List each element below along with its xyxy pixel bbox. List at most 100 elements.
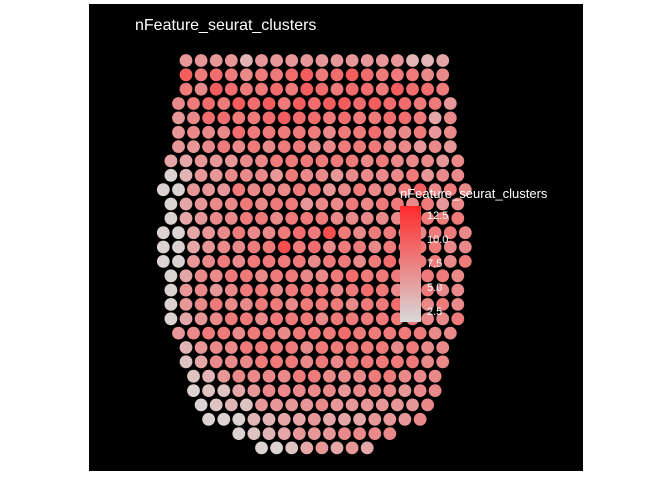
- spot-point: [391, 398, 404, 412]
- spot-point: [368, 111, 382, 125]
- spot-point: [285, 82, 299, 96]
- spot-point: [270, 68, 283, 82]
- spot-point: [224, 269, 238, 283]
- spot-point: [406, 398, 419, 412]
- spot-point: [360, 283, 374, 297]
- spot-point: [330, 68, 344, 82]
- spot-point: [428, 125, 442, 139]
- spot-point: [451, 298, 465, 311]
- spot-point: [338, 111, 351, 125]
- spot-point: [240, 168, 253, 182]
- spot-point: [360, 312, 374, 326]
- spot-point: [179, 54, 193, 67]
- spot-point: [255, 68, 268, 82]
- spot-point: [360, 68, 374, 82]
- spot-point: [338, 97, 351, 110]
- spot-point: [217, 97, 231, 110]
- spot-point: [209, 298, 223, 311]
- spot-point: [360, 168, 374, 182]
- spot-point: [194, 341, 208, 354]
- spot-point: [172, 97, 185, 110]
- spot-point: [315, 269, 329, 283]
- spot-point: [307, 183, 321, 197]
- spot-point: [345, 168, 359, 182]
- plot-panel: nFeature_seurat_clusters nFeature_seurat…: [89, 4, 583, 471]
- spot-point: [270, 168, 283, 182]
- spot-point: [307, 326, 321, 340]
- spot-point: [406, 168, 419, 182]
- spot-point: [277, 384, 291, 397]
- spot-point: [240, 82, 253, 96]
- spot-point: [277, 326, 291, 340]
- spot-point: [232, 326, 246, 340]
- spot-point: [413, 140, 427, 154]
- spot-point: [164, 154, 178, 168]
- spot-point: [224, 341, 238, 354]
- spot-point: [323, 412, 336, 426]
- spot-point: [330, 269, 344, 283]
- spot-point: [375, 197, 389, 211]
- spot-point: [262, 111, 276, 125]
- spot-point: [156, 183, 170, 197]
- spot-point: [255, 154, 268, 168]
- spot-point: [323, 111, 336, 125]
- spot-point: [398, 125, 412, 139]
- spot-point: [345, 269, 359, 283]
- spot-point: [307, 384, 321, 397]
- spot-point: [451, 269, 465, 283]
- spot-point: [247, 240, 261, 254]
- spot-point: [421, 341, 434, 354]
- spot-point: [194, 298, 208, 311]
- spot-point: [209, 312, 223, 326]
- spot-point: [421, 398, 434, 412]
- spot-point: [330, 154, 344, 168]
- spot-point: [428, 326, 442, 340]
- spot-point: [428, 255, 442, 268]
- spot-point: [421, 283, 434, 297]
- spot-point: [224, 54, 238, 67]
- spot-point: [300, 68, 314, 82]
- spot-point: [292, 183, 306, 197]
- spot-point: [360, 441, 374, 455]
- spot-point: [345, 82, 359, 96]
- spot-point: [368, 326, 382, 340]
- spot-point: [443, 255, 457, 268]
- spot-point: [421, 298, 434, 311]
- spot-point: [209, 211, 223, 225]
- spot-point: [262, 125, 276, 139]
- spot-point: [232, 140, 246, 154]
- spot-point: [240, 355, 253, 369]
- spot-point: [300, 168, 314, 182]
- spot-point: [255, 312, 268, 326]
- spot-point: [187, 240, 200, 254]
- spot-point: [398, 97, 412, 110]
- spot-point: [375, 82, 389, 96]
- spot-point: [277, 255, 291, 268]
- spot-point: [292, 111, 306, 125]
- spot-point: [172, 111, 185, 125]
- spot-point: [345, 211, 359, 225]
- spot-point: [451, 211, 465, 225]
- spot-point: [436, 312, 450, 326]
- spot-point: [323, 255, 336, 268]
- spot-point: [240, 398, 253, 412]
- spot-point: [360, 355, 374, 369]
- spot-point: [179, 312, 193, 326]
- spot-point: [345, 398, 359, 412]
- spot-point: [285, 312, 299, 326]
- spot-point: [156, 226, 170, 240]
- spot-point: [247, 125, 261, 139]
- spot-point: [353, 140, 366, 154]
- spot-point: [421, 68, 434, 82]
- spot-point: [338, 226, 351, 240]
- spot-point: [247, 326, 261, 340]
- spot-point: [383, 369, 397, 383]
- spot-point: [406, 341, 419, 354]
- spot-point: [209, 154, 223, 168]
- spot-point: [428, 384, 442, 397]
- spot-point: [285, 197, 299, 211]
- spot-point: [443, 111, 457, 125]
- spot-point: [277, 240, 291, 254]
- spot-point: [172, 226, 185, 240]
- spot-point: [262, 369, 276, 383]
